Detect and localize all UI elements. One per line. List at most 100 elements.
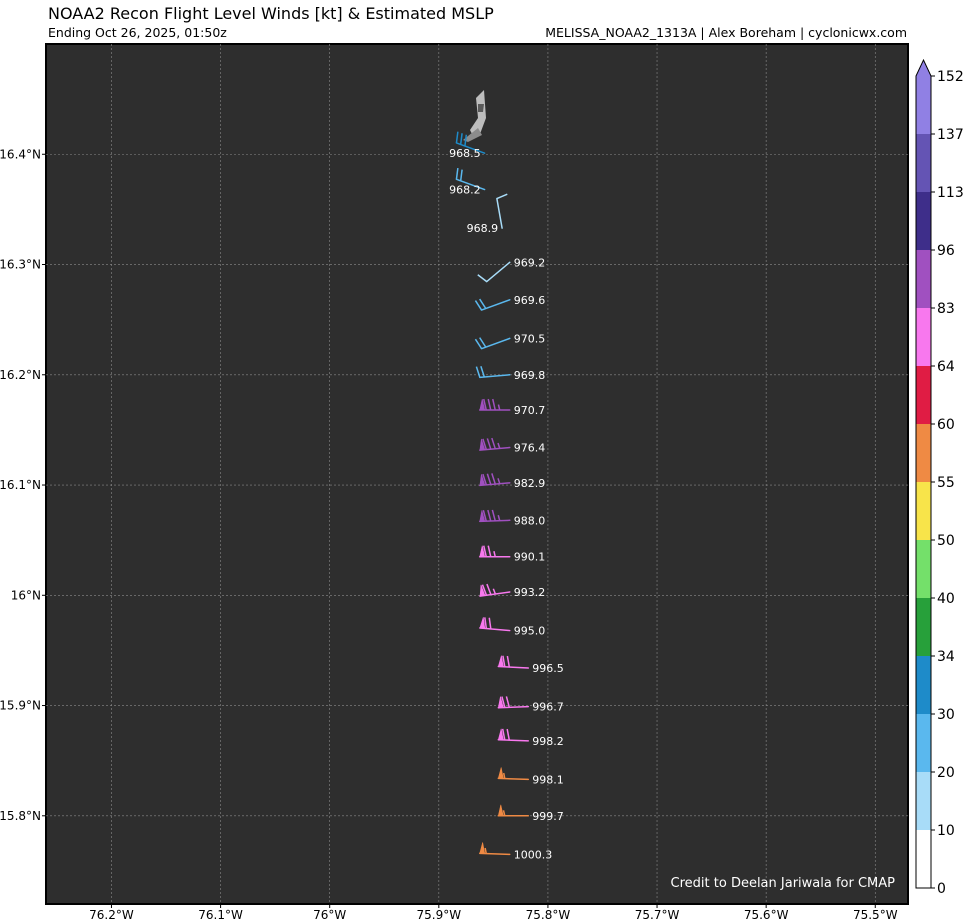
colorbar-tick-label: 50 <box>937 533 955 549</box>
barb-pennant <box>497 804 504 817</box>
barb-staff <box>496 197 503 229</box>
barb-pennant <box>497 696 504 709</box>
barb-flag <box>479 337 487 348</box>
mslp-label: 990.1 <box>514 551 546 564</box>
barb-flag <box>501 696 506 708</box>
chart-source: MELISSA_NOAA2_1313A | Alex Boreham | cyc… <box>545 25 907 40</box>
barb-flag <box>487 509 492 522</box>
y-tick-label: 16.3°N <box>0 258 41 272</box>
barb-pennant <box>479 584 486 597</box>
colorbar-tick-label: 40 <box>937 591 955 607</box>
barb-pennant <box>479 545 486 557</box>
colorbar-tick-label: 64 <box>937 359 955 375</box>
barb-flag <box>486 583 492 595</box>
barb-staff <box>455 178 486 191</box>
barb-flag <box>474 300 483 311</box>
colorbar-segment <box>916 76 931 134</box>
observations: 968.5 968.2 968.9 969.2 969.6 970.5 969.8 970.7… <box>449 131 564 861</box>
wind-barb: 995.0 <box>479 617 545 638</box>
barb-staff <box>480 337 511 350</box>
barb-half-flag <box>497 442 501 449</box>
wind-barb: 998.1 <box>497 767 564 786</box>
colorbar-tick-label: 10 <box>937 823 955 839</box>
wind-barb: 976.4 <box>479 437 545 455</box>
axis-ticks: 76.2°W 76.1°W 76°W 75.9°W 75.8°W 75.7°W 75.6°W… <box>0 147 898 920</box>
wind-barb: 969.6 <box>474 294 546 311</box>
barb-flag <box>502 655 506 667</box>
colorbar-extend-arrow <box>916 60 931 76</box>
barb-half-flag <box>493 551 496 557</box>
barb-pennant <box>479 510 486 522</box>
x-tick-label: 76°W <box>313 908 346 920</box>
barb-flag <box>475 366 481 378</box>
barb-flag <box>496 193 508 200</box>
barb-flag <box>481 584 488 596</box>
barb-flag <box>488 617 492 630</box>
mslp-label: 998.1 <box>532 773 564 786</box>
barb-pennant <box>497 655 504 668</box>
colorbar-segment <box>916 308 931 366</box>
barb-pennant <box>497 728 504 741</box>
wind-barb: 993.2 <box>479 583 546 599</box>
colorbar-segment <box>916 830 931 888</box>
barb-flag <box>486 438 492 450</box>
x-tick-label: 75.7°W <box>635 908 680 920</box>
mslp-label: 969.8 <box>514 369 546 382</box>
mslp-label: 969.2 <box>514 256 546 269</box>
colorbar-tick-label: 55 <box>937 475 955 491</box>
barb-half-flag <box>502 772 506 779</box>
barb-half-flag <box>492 588 497 595</box>
wind-barb: 968.5 <box>449 131 486 160</box>
barb-flag <box>482 510 487 522</box>
wind-barb: 970.5 <box>474 332 545 350</box>
wind-barb: 996.7 <box>497 696 564 714</box>
barb-flag <box>482 438 488 450</box>
barb-flag <box>474 338 483 350</box>
barb-flag <box>501 728 506 741</box>
plot-area <box>45 43 909 905</box>
credit-label: Credit to Deelan Jariwala for CMAP <box>670 876 895 891</box>
y-tick-label: 15.9°N <box>0 699 41 713</box>
wind-barb: 969.8 <box>475 366 546 382</box>
colorbar-segment <box>916 192 931 250</box>
colorbar-tick-label: 83 <box>937 301 955 317</box>
mslp-label: 993.2 <box>514 586 546 599</box>
barb-half-flag <box>484 847 487 854</box>
mslp-label: 982.9 <box>514 477 546 490</box>
x-tick-label: 75.9°W <box>417 908 462 920</box>
barb-staff <box>455 142 486 154</box>
y-tick-label: 16°N <box>11 588 41 602</box>
colorbar-segment <box>916 482 931 540</box>
barb-flag <box>491 437 497 450</box>
y-tick-label: 16.2°N <box>0 368 41 382</box>
colorbar-tick-label: 60 <box>937 417 955 433</box>
wind-barb: 982.9 <box>479 473 546 490</box>
colorbar-segment <box>916 772 931 830</box>
colorbar-tick-label: 96 <box>937 243 955 259</box>
mslp-label: 996.5 <box>532 662 564 675</box>
wind-barb: 990.1 <box>478 545 546 564</box>
mslp-label: 969.6 <box>514 294 546 307</box>
wind-barb: 968.2 <box>449 167 486 197</box>
mslp-label: 999.7 <box>532 810 564 823</box>
barb-flag <box>455 167 459 180</box>
barb-flag <box>491 509 496 522</box>
colorbar-tick-label: 152 <box>937 69 964 85</box>
chart-subtitle: Ending Oct 26, 2025, 01:50z <box>48 25 227 40</box>
barb-staff <box>486 261 511 283</box>
barb-flag <box>487 545 492 557</box>
barb-flag <box>482 473 488 486</box>
y-tick-label: 15.8°N <box>0 809 41 823</box>
x-tick-label: 75.5°W <box>853 908 898 920</box>
barb-half-flag <box>497 515 501 521</box>
wind-barb: 996.5 <box>497 655 564 675</box>
barb-flag <box>506 655 511 668</box>
mslp-label: 968.9 <box>467 222 499 235</box>
aircraft-icon <box>463 90 486 142</box>
colorbar-tick-label: 20 <box>937 765 955 781</box>
barb-pennant <box>479 474 486 486</box>
x-tick-label: 76.1°W <box>198 908 243 920</box>
wind-barb: 970.7 <box>478 398 545 417</box>
barb-flag <box>492 398 496 411</box>
barb-pennant <box>479 398 486 411</box>
